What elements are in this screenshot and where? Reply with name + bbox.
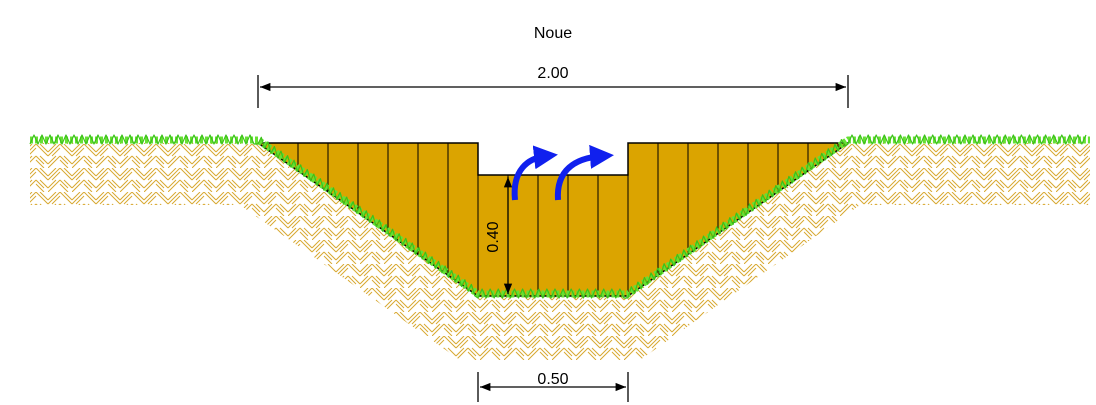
bottom-width-label: 0.50 [537, 371, 568, 388]
dimension-top [257, 75, 849, 108]
title: Noue [534, 25, 572, 42]
depth-label: 0.40 [485, 221, 502, 252]
soil [30, 143, 1090, 360]
dimension-bottom [477, 372, 629, 402]
flow-arrows [511, 144, 614, 201]
grass [29, 134, 1090, 299]
top-width-label: 2.00 [537, 65, 568, 82]
